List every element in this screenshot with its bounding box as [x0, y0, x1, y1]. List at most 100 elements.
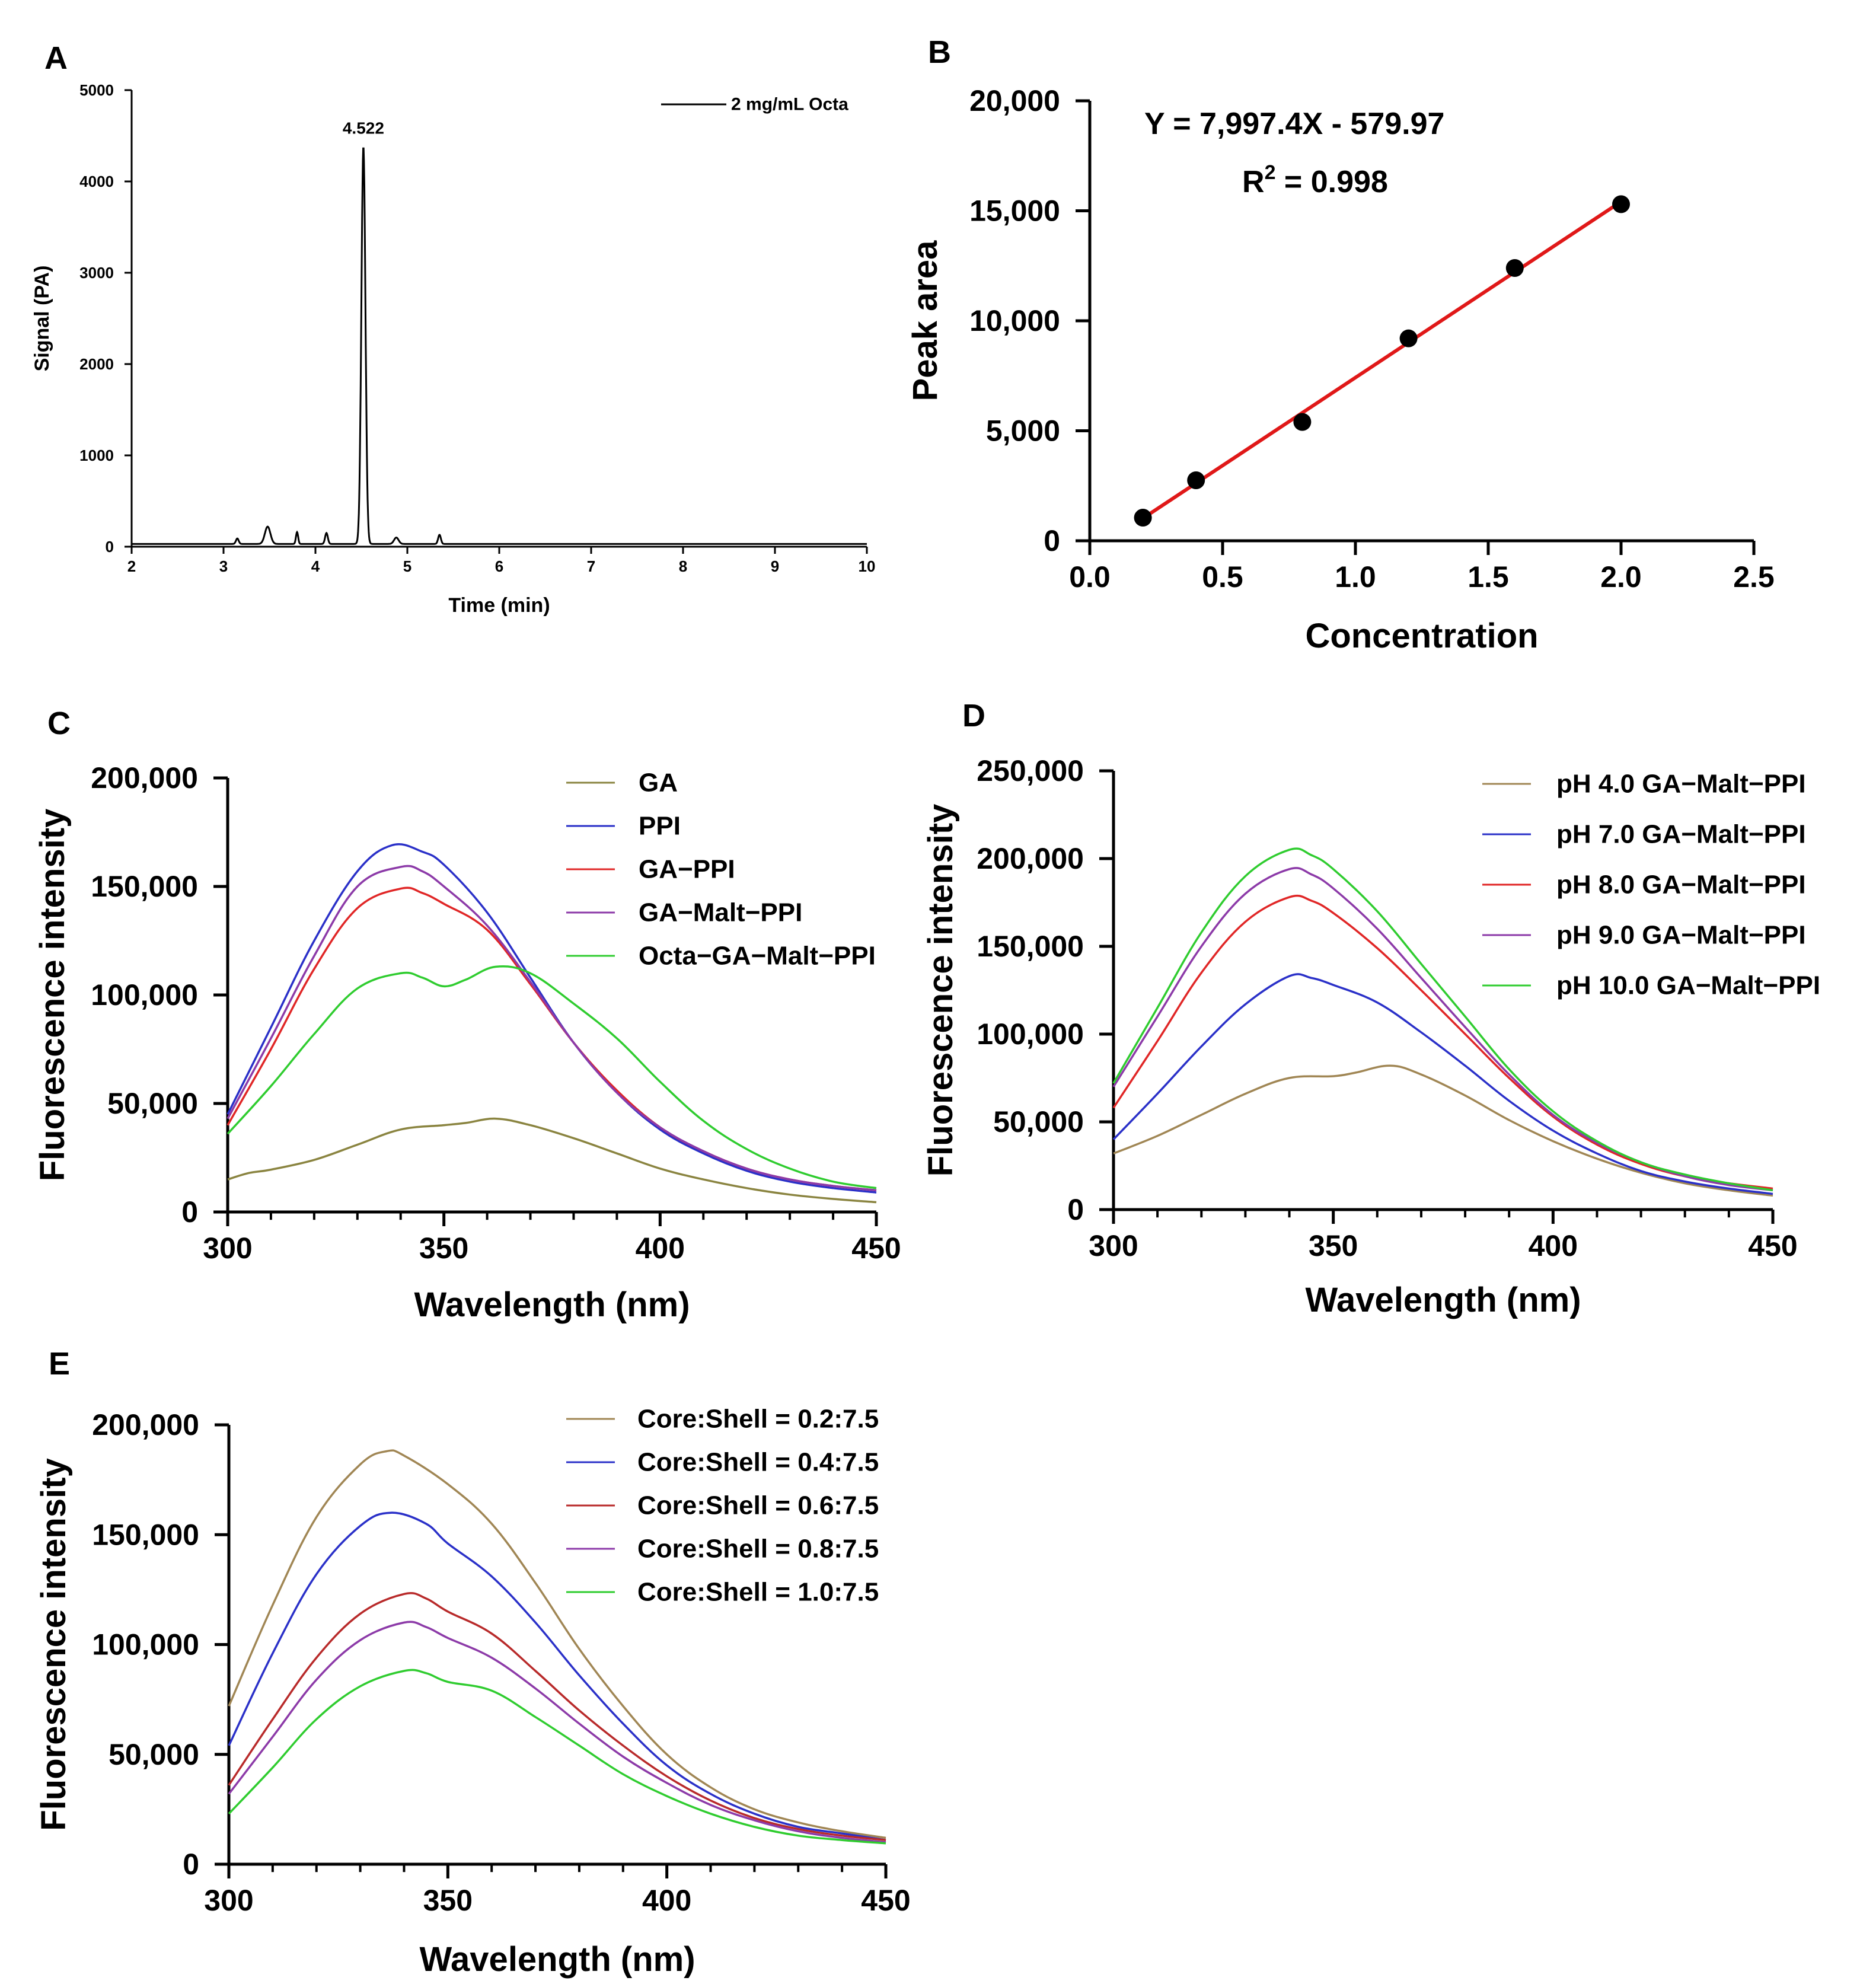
chart-panel-c: 300 350 400 450 0 50,000 100,000 150,000 200,000… [33, 706, 901, 1324]
series-line [227, 1117, 877, 1204]
chart-panel-d: 300 350 400 450 0 50,000 100,000 150,000 200,000… [921, 698, 1820, 1319]
legend-item: Core:Shell = 0.8:7.5 [566, 1535, 879, 1564]
y-tick-label: 5000 [79, 81, 114, 99]
y-tick-label: 0 [1067, 1193, 1084, 1226]
series-line [1112, 847, 1773, 1192]
x-tick-label: 400 [1529, 1229, 1578, 1262]
y-axis-title: Signal (PA) [31, 266, 53, 372]
x-tick-label: 300 [204, 1884, 253, 1917]
series-line [228, 1511, 886, 1841]
y-tick-label: 2000 [79, 355, 114, 373]
y-tick-label: 0 [106, 538, 114, 556]
legend-label: GA [639, 768, 678, 798]
x-tick-label: 8 [679, 557, 687, 575]
x-tick-label: 450 [861, 1884, 910, 1917]
data-point [1134, 509, 1152, 527]
series-line [228, 1591, 886, 1841]
x-tick-label: 1.5 [1467, 560, 1509, 594]
y-tick-label: 0 [181, 1195, 198, 1229]
legend-item: pH 9.0 GA−Malt−PPI [1482, 921, 1806, 950]
x-tick-label: 0.5 [1202, 560, 1243, 594]
chart-panel-e: 300 350 400 450 0 50,000 100,000 150,000 200,000… [34, 1346, 911, 1979]
x-tick-label: 350 [1309, 1229, 1358, 1262]
legend-item: Octa−GA−Malt−PPI [566, 942, 876, 971]
x-tick-label: 4 [311, 557, 320, 575]
legend-label: Core:Shell = 1.0:7.5 [637, 1578, 879, 1607]
series-line [1112, 894, 1773, 1190]
r-squared-value: = 0.998 [1275, 165, 1387, 199]
x-tick-label: 1.0 [1335, 560, 1376, 594]
y-tick-label: 200,000 [91, 761, 198, 795]
regression-equation: Y = 7,997.4X - 579.97 [1144, 107, 1444, 141]
y-tick-label: 200,000 [92, 1408, 199, 1441]
legend-label: pH 8.0 GA−Malt−PPI [1556, 870, 1806, 900]
series-line [228, 1449, 886, 1839]
legend-label: Core:Shell = 0.2:7.5 [637, 1405, 879, 1434]
x-axis-title: Time (min) [448, 594, 550, 617]
series-line [228, 1621, 886, 1843]
data-point [1399, 329, 1418, 347]
panel-label: D [962, 698, 985, 733]
legend-label: PPI [639, 812, 681, 841]
series-line [1112, 973, 1773, 1195]
x-tick-label: 2.0 [1600, 560, 1642, 594]
series-line [226, 965, 877, 1189]
legend-item: GA−Malt−PPI [566, 898, 802, 927]
data-point [1187, 471, 1205, 489]
y-tick-label: 1000 [79, 446, 114, 464]
chart-panel-a: 2 3 4 5 6 7 8 9 10 0 1000 2000 3000 4000 5000 Time (min… [31, 40, 875, 617]
x-tick-label: 5 [403, 557, 411, 575]
y-tick-label: 3000 [79, 264, 114, 282]
legend-item: pH 7.0 GA−Malt−PPI [1482, 820, 1806, 849]
y-tick-label: 50,000 [107, 1087, 198, 1120]
legend-item: Core:Shell = 0.6:7.5 [566, 1491, 879, 1520]
r-squared-superscript: 2 [1265, 161, 1276, 184]
y-tick-label: 250,000 [977, 754, 1084, 787]
series-line [228, 1669, 886, 1845]
series-line [226, 886, 877, 1192]
x-tick-label: 350 [419, 1232, 468, 1265]
x-tick-label: 450 [1748, 1229, 1797, 1262]
y-tick-label: 150,000 [977, 930, 1084, 963]
fit-line [1141, 200, 1622, 520]
legend-item: Core:Shell = 0.2:7.5 [566, 1405, 879, 1434]
x-tick-label: 450 [851, 1232, 901, 1265]
y-tick-label: 100,000 [91, 978, 198, 1012]
x-tick-label: 300 [1089, 1229, 1138, 1262]
x-tick-label: 350 [423, 1884, 473, 1917]
y-axis-title: Peak area [906, 240, 945, 401]
data-point [1293, 413, 1312, 431]
r-squared-symbol: R [1242, 165, 1265, 199]
x-axis-title: Concentration [1305, 617, 1538, 655]
y-tick-label: 0 [1044, 524, 1060, 557]
x-axis-title: Wavelength (nm) [414, 1286, 690, 1324]
legend-label: Core:Shell = 0.4:7.5 [637, 1448, 879, 1477]
legend-label: GA−PPI [639, 855, 735, 884]
x-tick-label: 2 [127, 557, 136, 575]
panel-label: E [49, 1346, 70, 1382]
x-tick-label: 0.0 [1069, 560, 1111, 594]
series-line [132, 147, 867, 545]
y-tick-label: 50,000 [993, 1105, 1084, 1138]
chart-panel-b: 0.0 0.5 1.0 1.5 2.0 2.5 0 5,000 10,000 15,000 20,0… [906, 34, 1775, 655]
x-tick-label: 300 [203, 1232, 252, 1265]
legend-item: GA−PPI [566, 855, 735, 884]
y-tick-label: 200,000 [977, 842, 1084, 875]
legend-label: pH 7.0 GA−Malt−PPI [1556, 820, 1806, 849]
legend-label: pH 4.0 GA−Malt−PPI [1556, 770, 1806, 799]
x-tick-label: 10 [859, 557, 876, 575]
y-axis-title: Fluorescence intensity [33, 809, 72, 1182]
x-tick-label: 3 [219, 557, 228, 575]
y-tick-label: 10,000 [969, 304, 1060, 337]
legend-label: GA−Malt−PPI [639, 898, 802, 927]
legend-label: Octa−GA−Malt−PPI [639, 942, 876, 971]
legend-label: Core:Shell = 0.8:7.5 [637, 1535, 879, 1564]
x-axis-title: Wavelength (nm) [1305, 1281, 1581, 1319]
legend-item: pH 10.0 GA−Malt−PPI [1482, 971, 1820, 1000]
x-tick-label: 2.5 [1733, 560, 1775, 594]
y-tick-label: 100,000 [977, 1017, 1084, 1051]
y-tick-label: 150,000 [92, 1518, 199, 1551]
legend-label: 2 mg/mL Octa [731, 95, 848, 114]
series-line [1113, 1064, 1773, 1197]
